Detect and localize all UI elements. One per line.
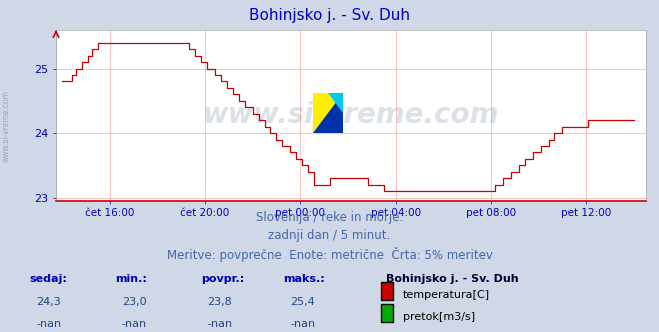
- Text: Bohinjsko j. - Sv. Duh: Bohinjsko j. - Sv. Duh: [249, 8, 410, 23]
- Text: www.si-vreme.com: www.si-vreme.com: [2, 90, 11, 162]
- Text: 24,3: 24,3: [36, 297, 61, 307]
- Text: -nan: -nan: [122, 319, 147, 329]
- Polygon shape: [313, 93, 343, 133]
- Text: 23,8: 23,8: [208, 297, 233, 307]
- Text: 25,4: 25,4: [290, 297, 315, 307]
- Text: zadnji dan / 5 minut.: zadnji dan / 5 minut.: [268, 229, 391, 242]
- Text: 23,0: 23,0: [122, 297, 146, 307]
- Text: Slovenija / reke in morje.: Slovenija / reke in morje.: [256, 211, 403, 224]
- Text: temperatura[C]: temperatura[C]: [403, 290, 490, 300]
- Text: sedaj:: sedaj:: [30, 274, 67, 284]
- Polygon shape: [313, 93, 343, 133]
- Text: maks.:: maks.:: [283, 274, 325, 284]
- Text: Bohinjsko j. - Sv. Duh: Bohinjsko j. - Sv. Duh: [386, 274, 518, 284]
- Text: -nan: -nan: [290, 319, 315, 329]
- Text: -nan: -nan: [208, 319, 233, 329]
- Text: www.si-vreme.com: www.si-vreme.com: [203, 101, 499, 129]
- Text: min.:: min.:: [115, 274, 147, 284]
- Text: pretok[m3/s]: pretok[m3/s]: [403, 312, 474, 322]
- Polygon shape: [328, 93, 343, 113]
- Text: Meritve: povprečne  Enote: metrične  Črta: 5% meritev: Meritve: povprečne Enote: metrične Črta:…: [167, 247, 492, 262]
- Text: -nan: -nan: [36, 319, 61, 329]
- Text: povpr.:: povpr.:: [201, 274, 244, 284]
